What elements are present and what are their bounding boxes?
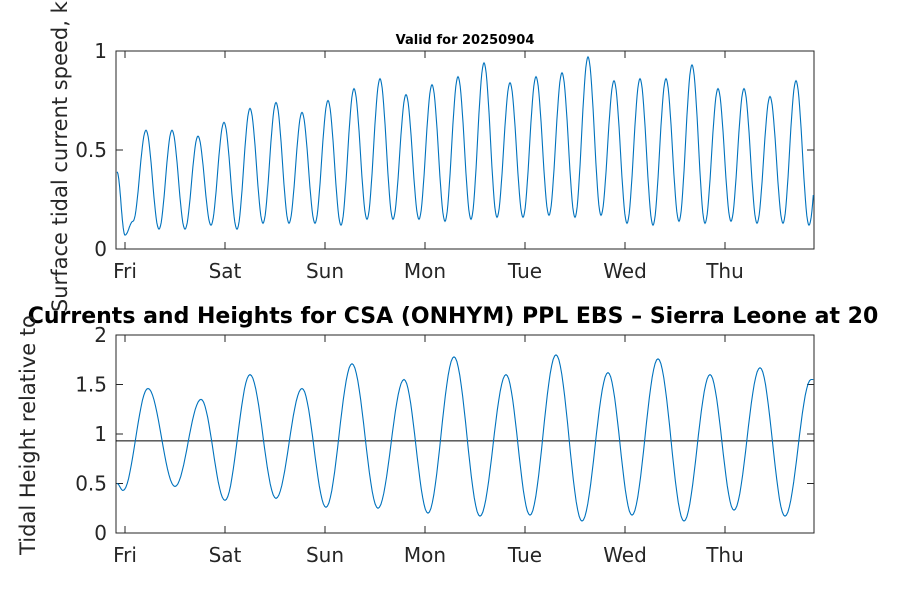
- tidal-height-ylabel: Tidal Height relative to: [16, 315, 40, 556]
- current-speed-series-line: [116, 55, 814, 236]
- current-speed-ylabel: Surface tidal current speed, kn: [48, 0, 72, 312]
- current-speed-day-label: Sun: [306, 259, 344, 283]
- current-speed-day-label: Tue: [507, 259, 542, 283]
- tidal-height-ytick-label: 1.5: [75, 373, 107, 397]
- tidal-height-ytick-label: 0: [94, 521, 107, 545]
- tidal-height-series-line: [116, 354, 814, 522]
- tidal-height-day-label: Mon: [404, 543, 446, 567]
- tidal-height-day-label: Sat: [209, 543, 242, 567]
- tidal-height-day-label: Sun: [306, 543, 344, 567]
- tidal-height-day-label: Thu: [705, 543, 744, 567]
- tidal-height-day-label: Wed: [603, 543, 647, 567]
- current-speed-day-label: Wed: [603, 259, 647, 283]
- current-speed-title: Valid for 20250904: [396, 33, 535, 48]
- tidal-height-title: Currents and Heights for CSA (ONHYM) PPL…: [28, 304, 879, 329]
- tidal-height-yticks: 0 0.5 1 1.5 2: [75, 323, 814, 545]
- tidal-height-panel: Currents and Heights for CSA (ONHYM) PPL…: [16, 304, 878, 567]
- current-speed-ytick-label: 1: [94, 39, 107, 63]
- current-speed-ytick-label: 0: [94, 237, 107, 261]
- tidal-height-day-label: Tue: [507, 543, 542, 567]
- tidal-height-ytick-label: 2: [94, 323, 107, 347]
- current-speed-day-ticks: Fri Sat Sun Mon Tue Wed Thu: [113, 51, 744, 283]
- current-speed-day-label: Thu: [705, 259, 744, 283]
- tidal-height-ytick-label: 0.5: [75, 472, 107, 496]
- tidal-height-plot-area: [115, 334, 815, 534]
- tidal-height-ytick-label: 1: [94, 422, 107, 446]
- tidal-height-day-ticks: Fri Sat Sun Mon Tue Wed Thu: [113, 335, 744, 567]
- current-speed-yticks: 00.51: [75, 39, 814, 261]
- current-speed-day-label: Sat: [209, 259, 242, 283]
- current-speed-ytick-label: 0.5: [75, 138, 107, 162]
- current-speed-day-label: Mon: [404, 259, 446, 283]
- current-speed-day-label: Fri: [113, 259, 137, 283]
- tidal-height-day-label: Fri: [113, 543, 137, 567]
- current-speed-panel: Valid for 20250904 Surface tidal current…: [48, 0, 815, 312]
